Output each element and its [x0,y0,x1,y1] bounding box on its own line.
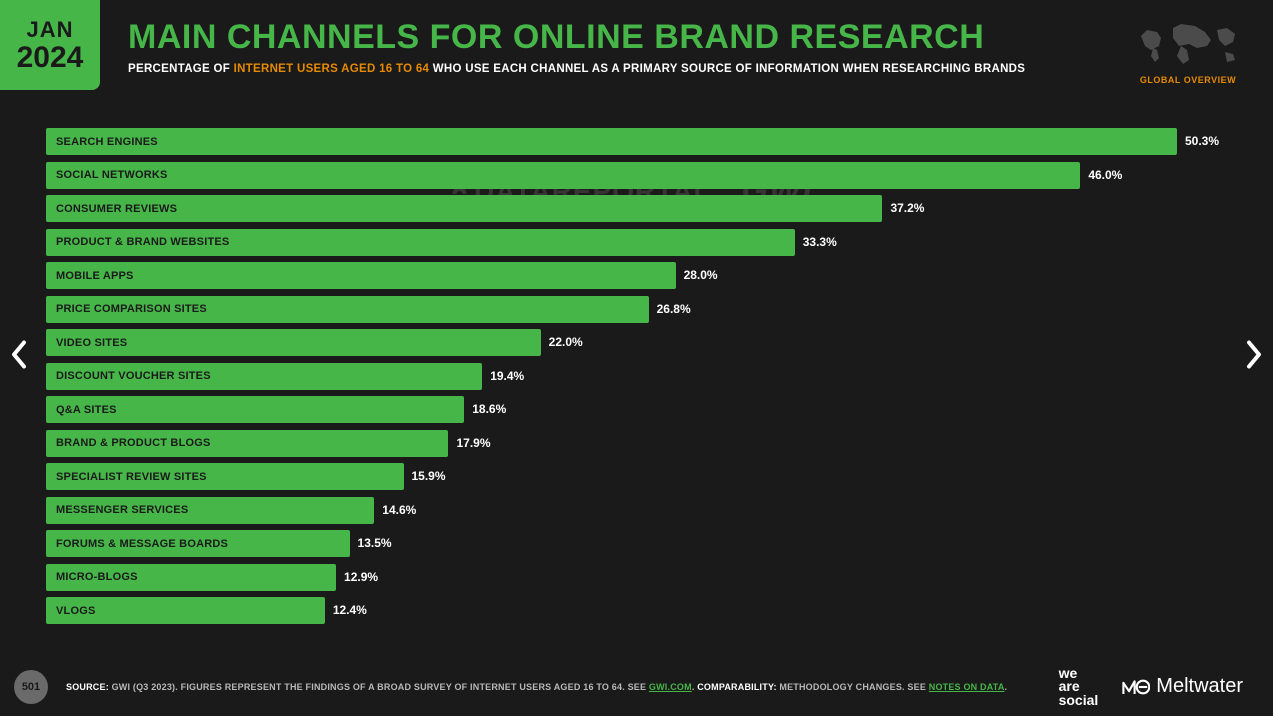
bar-row: FORUMS & MESSAGE BOARDS 13.5% [46,530,1227,557]
bar-value: 17.9% [456,436,490,450]
bar-value: 33.3% [803,235,837,249]
bar-row: Q&A SITES 18.6% [46,396,1227,423]
bar: MESSENGER SERVICES [46,497,374,524]
bar-row: VLOGS 12.4% [46,597,1227,624]
meltwater-icon [1122,677,1150,697]
footer-source-text: SOURCE: GWI (Q3 2023). FIGURES REPRESENT… [66,682,1059,692]
footer-logos: we are social Meltwater [1059,667,1243,707]
bar-value: 37.2% [890,201,924,215]
meltwater-text: Meltwater [1156,675,1243,698]
bar: CONSUMER REVIEWS [46,195,882,222]
bar-value: 13.5% [358,536,392,550]
comparability-text: METHODOLOGY CHANGES. SEE [777,682,929,692]
bar: DISCOUNT VOUCHER SITES [46,363,482,390]
subtitle-post: WHO USE EACH CHANNEL AS A PRIMARY SOURCE… [429,63,1025,75]
bar-row: MESSENGER SERVICES 14.6% [46,497,1227,524]
bar-row: CONSUMER REVIEWS 37.2% [46,195,1227,222]
bar-value: 26.8% [657,302,691,316]
date-badge: JAN 2024 [0,0,100,90]
subtitle-highlight: INTERNET USERS AGED 16 TO 64 [234,63,430,75]
bar-value: 22.0% [549,335,583,349]
bar-row: SPECIALIST REVIEW SITES 15.9% [46,463,1227,490]
comparability-key: COMPARABILITY: [695,682,777,692]
globe-block: GLOBAL OVERVIEW [1133,0,1273,85]
wearesocial-logo: we are social [1059,667,1099,707]
footer: 501 SOURCE: GWI (Q3 2023). FIGURES REPRE… [0,658,1273,716]
bar-value: 28.0% [684,268,718,282]
bar-row: VIDEO SITES 22.0% [46,329,1227,356]
date-year: 2024 [17,43,84,73]
bar-value: 12.4% [333,603,367,617]
bar: VLOGS [46,597,325,624]
bar-row: MOBILE APPS 28.0% [46,262,1227,289]
bar: PRICE COMPARISON SITES [46,296,649,323]
bar-value: 12.9% [344,570,378,584]
bar-label: PRODUCT & BRAND WEBSITES [56,236,229,248]
source-text: GWI (Q3 2023). FIGURES REPRESENT THE FIN… [109,682,649,692]
bar: SPECIALIST REVIEW SITES [46,463,404,490]
bar-label: MICRO-BLOGS [56,571,138,583]
bar-row: PRODUCT & BRAND WEBSITES 33.3% [46,229,1227,256]
comparability-period: . [1005,682,1008,692]
bar-value: 50.3% [1185,134,1219,148]
bar-label: PRICE COMPARISON SITES [56,303,207,315]
bar: FORUMS & MESSAGE BOARDS [46,530,350,557]
meltwater-logo: Meltwater [1122,675,1243,698]
bar-value: 18.6% [472,402,506,416]
bar: MOBILE APPS [46,262,676,289]
bar-row: BRAND & PRODUCT BLOGS 17.9% [46,430,1227,457]
comparability-link[interactable]: NOTES ON DATA [929,682,1005,692]
bar-label: BRAND & PRODUCT BLOGS [56,437,211,449]
page-number-badge: 501 [14,670,48,704]
next-arrow[interactable] [1245,341,1263,376]
page-title: MAIN CHANNELS FOR ONLINE BRAND RESEARCH [128,18,1133,57]
bar: SOCIAL NETWORKS [46,162,1080,189]
bar-value: 46.0% [1088,168,1122,182]
bar-label: VLOGS [56,605,96,617]
bar-value: 14.6% [382,503,416,517]
bar-row: SEARCH ENGINES 50.3% [46,128,1227,155]
source-link[interactable]: GWI.COM [649,682,692,692]
bar-label: FORUMS & MESSAGE BOARDS [56,538,228,550]
bar-row: PRICE COMPARISON SITES 26.8% [46,296,1227,323]
bar-value: 15.9% [412,469,446,483]
source-key: SOURCE: [66,682,109,692]
bar: Q&A SITES [46,396,464,423]
globe-label: GLOBAL OVERVIEW [1133,75,1243,85]
date-month: JAN [26,17,73,43]
bar-row: DISCOUNT VOUCHER SITES 19.4% [46,363,1227,390]
prev-arrow[interactable] [10,341,28,376]
bar-chart: SEARCH ENGINES 50.3% SOCIAL NETWORKS 46.0% C… [46,128,1227,634]
bar-value: 19.4% [490,369,524,383]
bar-label: SPECIALIST REVIEW SITES [56,471,207,483]
header: JAN 2024 MAIN CHANNELS FOR ONLINE BRAND … [0,0,1273,90]
bar: PRODUCT & BRAND WEBSITES [46,229,795,256]
bar-row: SOCIAL NETWORKS 46.0% [46,162,1227,189]
bar: MICRO-BLOGS [46,564,336,591]
bar-label: SEARCH ENGINES [56,136,158,148]
bar: BRAND & PRODUCT BLOGS [46,430,448,457]
bar-row: MICRO-BLOGS 12.9% [46,564,1227,591]
bar: VIDEO SITES [46,329,541,356]
bar: SEARCH ENGINES [46,128,1177,155]
subtitle-pre: PERCENTAGE OF [128,63,234,75]
world-map-icon [1133,18,1243,66]
bar-label: MOBILE APPS [56,270,134,282]
bar-label: SOCIAL NETWORKS [56,169,168,181]
bar-label: Q&A SITES [56,404,117,416]
page-subtitle: PERCENTAGE OF INTERNET USERS AGED 16 TO … [128,63,1133,75]
bar-label: CONSUMER REVIEWS [56,203,177,215]
title-block: MAIN CHANNELS FOR ONLINE BRAND RESEARCH … [100,0,1133,75]
bar-label: DISCOUNT VOUCHER SITES [56,370,211,382]
bar-label: MESSENGER SERVICES [56,504,188,516]
bar-label: VIDEO SITES [56,337,127,349]
